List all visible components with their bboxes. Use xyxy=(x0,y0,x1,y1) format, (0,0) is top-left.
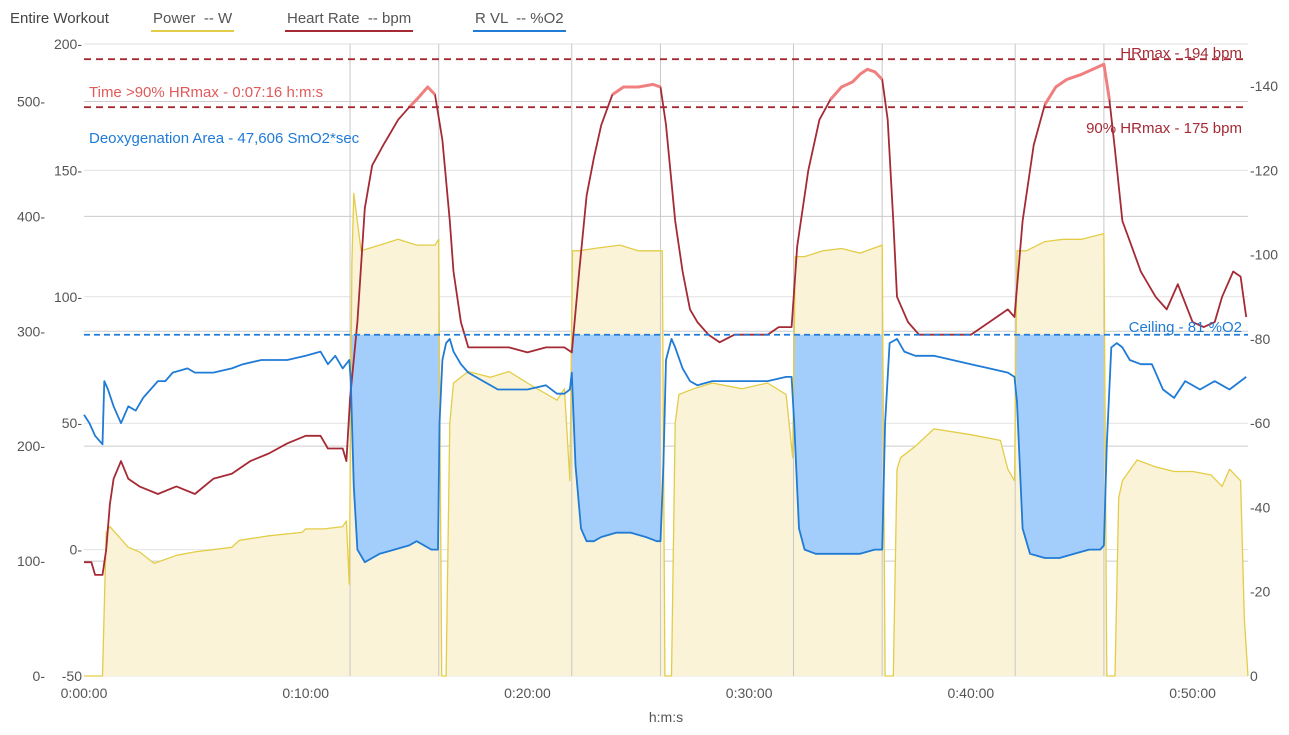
hr-above-90-segment xyxy=(1043,62,1111,106)
smo2-axis-tick: -80 xyxy=(1250,331,1270,347)
x-axis-tick: 0:40:00 xyxy=(947,685,994,701)
deox-area-label: Deoxygenation Area - 47,606 SmO2*sec xyxy=(89,130,360,147)
x-axis-title: h:m:s xyxy=(649,709,683,725)
legend-title[interactable]: Entire Workout xyxy=(10,10,109,27)
smo2-axis-tick: -60 xyxy=(1250,415,1270,431)
chart-legend: Entire Workout Power -- W Heart Rate -- … xyxy=(0,0,1289,36)
ceiling-label: Ceiling - 81 %O2 xyxy=(1129,319,1242,336)
smo2-axis-tick: -100 xyxy=(1250,247,1278,263)
power-axis-tick: 200- xyxy=(17,438,45,454)
hrmax-label: HRmax - 194 bpm xyxy=(1120,45,1242,62)
smo2-axis-tick: -20 xyxy=(1250,584,1270,600)
axes: 0-100-200-300-400-500--500-50-100-150-20… xyxy=(17,36,1278,701)
heart-rate-axis-tick: 150- xyxy=(54,162,82,178)
time-above-label: Time >90% HRmax - 0:07:16 h:m:s xyxy=(89,84,323,101)
smo2-axis-tick: 0 xyxy=(1250,668,1258,684)
hr-above-90-segment xyxy=(611,82,661,96)
reference-lines xyxy=(84,58,1248,336)
deoxygenation-area xyxy=(571,334,661,542)
heart-rate-axis-tick: -50 xyxy=(62,668,82,684)
power-axis-tick: 500- xyxy=(17,93,45,109)
deoxygenation-area xyxy=(793,334,883,554)
area-fills xyxy=(84,193,1248,676)
legend-item-power[interactable]: Power -- W xyxy=(151,10,235,32)
heart-rate-axis-tick: 0- xyxy=(70,542,83,558)
x-axis-tick: 0:00:00 xyxy=(61,685,108,701)
smo2-axis-tick: -40 xyxy=(1250,499,1270,515)
deoxygenation-area xyxy=(1015,334,1104,558)
power-axis-tick: 100- xyxy=(17,553,45,569)
power-axis-tick: 400- xyxy=(17,208,45,224)
smo2-axis-tick: -120 xyxy=(1250,162,1278,178)
power-axis-tick: 0- xyxy=(33,668,46,684)
smo2-axis-tick: -140 xyxy=(1250,78,1278,94)
legend-item-rvl[interactable]: R VL -- %O2 xyxy=(473,10,566,32)
deoxygenation-area xyxy=(350,334,439,563)
x-axis-tick: 0:30:00 xyxy=(726,685,773,701)
hr90-label: 90% HRmax - 175 bpm xyxy=(1086,120,1242,137)
heart-rate-axis-tick: 200- xyxy=(54,36,82,52)
heart-rate-axis-tick: 50- xyxy=(62,415,83,431)
hr-above-90-segment xyxy=(829,67,884,101)
x-axis-tick: 0:50:00 xyxy=(1169,685,1216,701)
legend-item-heart-rate[interactable]: Heart Rate -- bpm xyxy=(285,10,414,32)
power-axis-tick: 300- xyxy=(17,323,45,339)
smo2-line xyxy=(83,338,1247,564)
heart-rate-axis-tick: 100- xyxy=(54,289,82,305)
power-line xyxy=(84,192,1249,677)
series-lines xyxy=(83,62,1249,677)
x-axis-tick: 0:10:00 xyxy=(282,685,329,701)
x-axis-tick: 0:20:00 xyxy=(504,685,551,701)
hr-above-90-segment xyxy=(408,85,437,109)
